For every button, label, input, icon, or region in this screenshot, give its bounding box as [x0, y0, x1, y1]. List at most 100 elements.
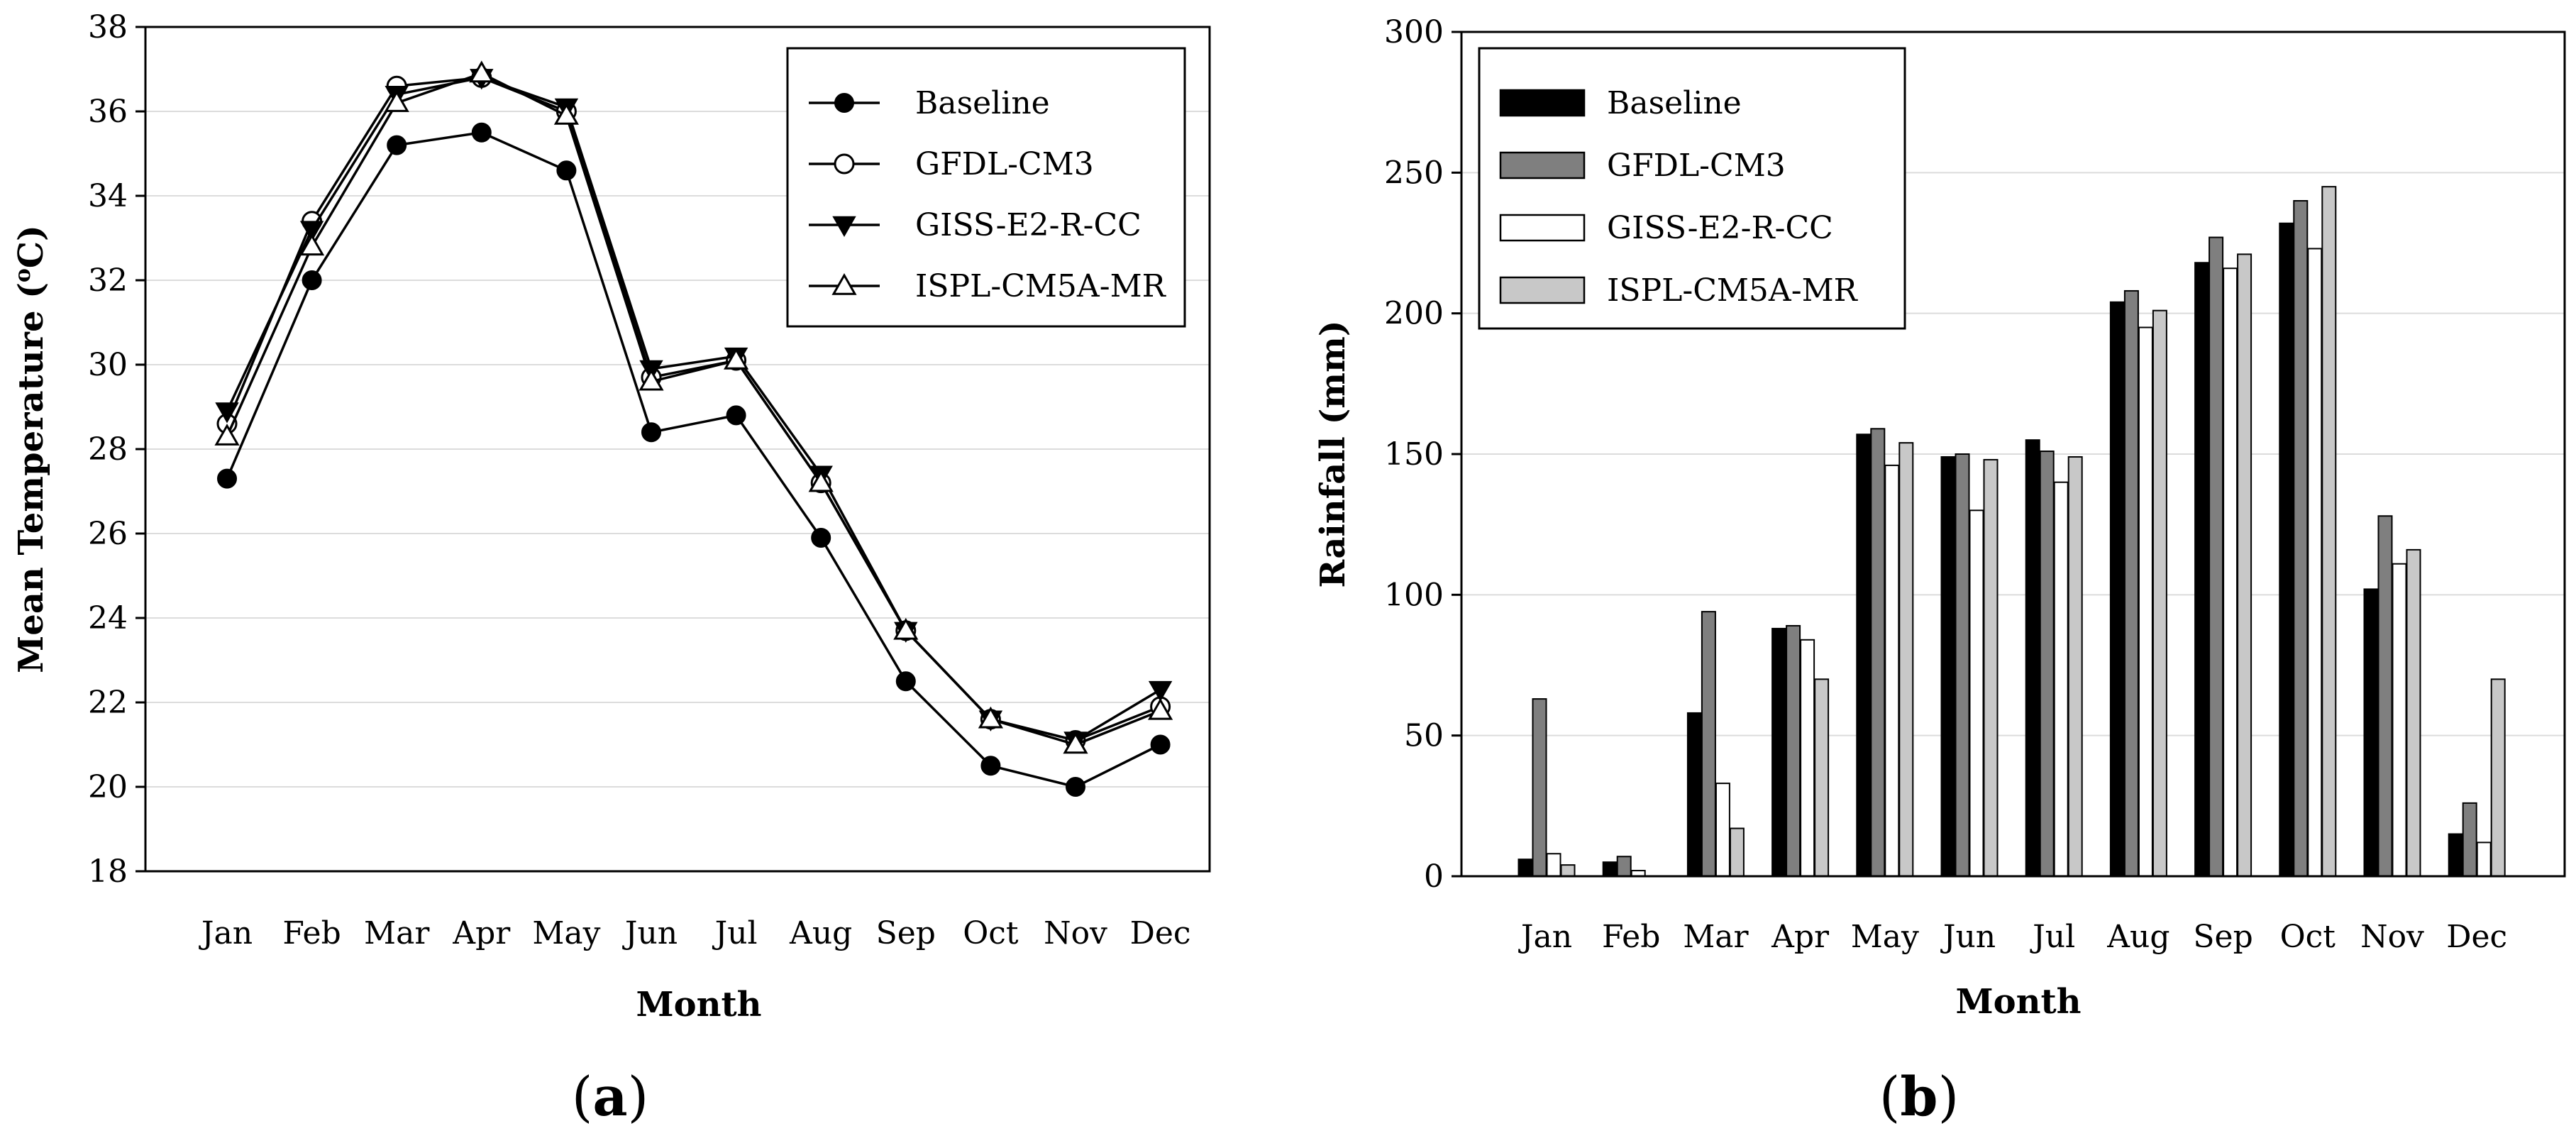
rainfall-y-tick-label-150: 150: [1384, 436, 1444, 473]
temperature-point-baseline-jul: [726, 405, 746, 426]
temperature-y-tick-label-30: 30: [88, 347, 128, 383]
temperature-legend-marker-ispl-cm5a-mr: [831, 272, 857, 295]
rainfall-x-tick-dec: Dec: [2446, 919, 2507, 955]
rainfall-bar-baseline-feb: [1602, 861, 1618, 877]
rainfall-y-ticks: 0 50 100 150 200 250 300: [1384, 14, 1461, 895]
rainfall-x-tick-apr: Apr: [1771, 919, 1830, 955]
rainfall-bar-giss-e2-r-cc-sep: [2223, 267, 2238, 877]
temperature-y-axis-title-sup: o: [11, 268, 35, 282]
rainfall-bar-ispl-cm5a-mr-dec: [2490, 678, 2506, 877]
rainfall-y-tick-label-200: 200: [1384, 296, 1444, 332]
panel-label-b: (b): [1879, 1065, 1959, 1128]
rainfall-bar-giss-e2-r-cc-may: [1884, 464, 1900, 877]
temperature-point-baseline-oct: [980, 756, 1001, 776]
temperature-x-tick-jun: Jun: [622, 915, 678, 951]
rainfall-legend-label-gfdl-cm3: GFDL-CM3: [1607, 148, 1786, 184]
temperature-legend-label-baseline: Baseline: [915, 85, 1050, 121]
temperature-point-ispl-cm5a-mr-mar: [384, 90, 409, 112]
rainfall-x-tick-jun: Jun: [1940, 919, 1996, 955]
rainfall-bar-ispl-cm5a-mr-may: [1898, 442, 1914, 877]
temperature-y-axis-title-unit: C): [11, 225, 51, 268]
rainfall-bar-baseline-jan: [1518, 858, 1533, 877]
rainfall-bar-baseline-dec: [2448, 833, 2463, 877]
temperature-line-baseline: [226, 131, 1161, 788]
rainfall-bar-gfdl-cm3-jul: [2039, 451, 2055, 877]
rainfall-bar-gfdl-cm3-sep: [2209, 236, 2224, 878]
rainfall-bar-baseline-mar: [1686, 712, 1702, 878]
rainfall-bar-gfdl-cm3-apr: [1786, 624, 1801, 877]
temperature-legend-marker-baseline: [834, 93, 854, 113]
rainfall-bar-ispl-cm5a-mr-apr: [1814, 678, 1830, 877]
temperature-x-axis-title: Month: [636, 985, 761, 1025]
rainfall-bar-ispl-cm5a-mr-mar: [1729, 827, 1745, 877]
temperature-x-tick-mar: Mar: [364, 915, 430, 951]
rainfall-bar-baseline-jul: [2025, 439, 2040, 877]
temperature-point-giss-e2-r-cc-feb: [299, 221, 324, 242]
rainfall-legend-swatch-baseline: [1499, 89, 1586, 117]
temperature-x-tick-nov: Nov: [1044, 915, 1107, 951]
rainfall-x-ticks: Jan Feb Mar Apr May Jun Jul Aug Sep Oct Nov Dec: [1518, 919, 2507, 955]
temperature-point-baseline-sep: [895, 671, 916, 692]
temperature-point-ispl-cm5a-mr-jan: [214, 424, 240, 446]
rainfall-legend-label-giss-e2-r-cc: GISS-E2-R-CC: [1607, 210, 1833, 246]
temperature-series-ispl-cm5a-mr: [214, 60, 1173, 754]
temperature-legend-box: [786, 47, 1186, 328]
temperature-point-baseline-dec: [1150, 734, 1171, 755]
temperature-legend-marker-gfdl-cm3: [834, 153, 855, 175]
temperature-x-tick-aug: Aug: [789, 915, 852, 951]
rainfall-bar-ispl-cm5a-mr-jan: [1560, 864, 1576, 877]
temperature-point-ispl-cm5a-mr-aug: [808, 470, 834, 492]
temperature-y-tick-label-26: 26: [88, 516, 128, 552]
rainfall-y-tick-label-100: 100: [1384, 577, 1444, 613]
temperature-x-tick-jul: Jul: [712, 915, 758, 951]
temperature-point-ispl-cm5a-mr-oct: [978, 706, 1003, 729]
temperature-x-tick-dec: Dec: [1130, 915, 1191, 951]
temperature-x-tick-jan: Jan: [199, 915, 253, 951]
temperature-x-tick-sep: Sep: [876, 915, 936, 951]
temperature-point-ispl-cm5a-mr-dec: [1148, 697, 1173, 720]
temperature-point-baseline-apr: [471, 122, 492, 143]
rainfall-x-tick-oct: Oct: [2280, 919, 2336, 955]
temperature-y-tick-label-20: 20: [88, 769, 128, 805]
temperature-y-ticks: 18 20 22 24 26 28 30 32 34 36 38: [88, 9, 145, 890]
panel-label-a: (a): [572, 1065, 649, 1128]
rainfall-bar-gfdl-cm3-jan: [1532, 698, 1547, 877]
temperature-point-giss-e2-r-cc-jan: [215, 402, 239, 424]
rainfall-bar-giss-e2-r-cc-jul: [2053, 481, 2069, 877]
rainfall-bar-ispl-cm5a-mr-sep: [2237, 253, 2252, 878]
temperature-legend-label-gfdl-cm3: GFDL-CM3: [915, 146, 1094, 182]
temperature-point-baseline-aug: [811, 527, 831, 548]
rainfall-legend: Baseline GFDL-CM3 GISS-E2-R-CC ISPL-CM5A-MR: [1478, 47, 1906, 330]
panel-label-b-letter: b: [1900, 1065, 1937, 1128]
rainfall-bar-gfdl-cm3-jun: [1955, 453, 1970, 877]
temperature-legend-label-ispl-cm5a-mr: ISPL-CM5A-MR: [915, 268, 1167, 304]
rainfall-bar-giss-e2-r-cc-jun: [1969, 509, 1984, 877]
rainfall-y-tick-label-250: 250: [1384, 155, 1444, 191]
temperature-point-ispl-cm5a-mr-jul: [724, 348, 749, 370]
temperature-point-ispl-cm5a-mr-feb: [299, 233, 325, 256]
temperature-y-tick-label-36: 36: [88, 94, 128, 130]
rainfall-bar-gfdl-cm3-feb: [1616, 856, 1632, 877]
rainfall-bar-gfdl-cm3-oct: [2293, 200, 2309, 877]
rainfall-y-tick-label-50: 50: [1404, 718, 1444, 754]
temperature-point-ispl-cm5a-mr-jun: [639, 368, 664, 391]
rainfall-bar-giss-e2-r-cc-mar: [1715, 783, 1730, 877]
temperature-point-ispl-cm5a-mr-nov: [1063, 731, 1088, 754]
rainfall-legend-swatch-giss-e2-r-cc: [1499, 214, 1586, 242]
temperature-point-baseline-jun: [641, 422, 661, 443]
rainfall-series-gfdl-cm3: [1532, 200, 2477, 878]
temperature-legend-marker-giss-e2-r-cc: [832, 216, 856, 238]
rainfall-y-axis-title: Rainfall (mm): [1313, 320, 1353, 587]
temperature-point-ispl-cm5a-mr-apr: [469, 60, 494, 83]
temperature-point-baseline-may: [556, 160, 577, 181]
rainfall-bar-ispl-cm5a-mr-jun: [1983, 458, 1999, 877]
temperature-y-tick-label-22: 22: [88, 685, 128, 721]
temperature-point-baseline-nov: [1066, 777, 1085, 797]
rainfall-bar-giss-e2-r-cc-aug: [2138, 326, 2153, 877]
rainfall-y-tick-label-300: 300: [1384, 14, 1444, 50]
temperature-series: [214, 60, 1173, 797]
rainfall-bar-baseline-oct: [2279, 222, 2294, 877]
temperature-point-baseline-mar: [387, 135, 407, 155]
rainfall-bar-ispl-cm5a-mr-oct: [2321, 186, 2337, 877]
